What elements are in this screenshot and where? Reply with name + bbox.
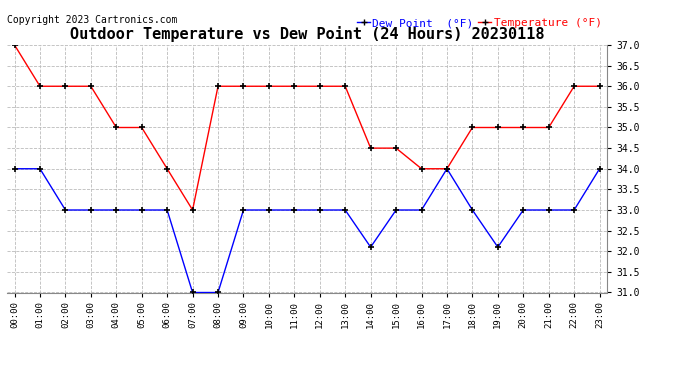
Title: Outdoor Temperature vs Dew Point (24 Hours) 20230118: Outdoor Temperature vs Dew Point (24 Hou…: [70, 27, 544, 42]
Text: Copyright 2023 Cartronics.com: Copyright 2023 Cartronics.com: [7, 15, 177, 25]
Legend: Dew Point  (°F), Temperature (°F): Dew Point (°F), Temperature (°F): [357, 18, 602, 28]
